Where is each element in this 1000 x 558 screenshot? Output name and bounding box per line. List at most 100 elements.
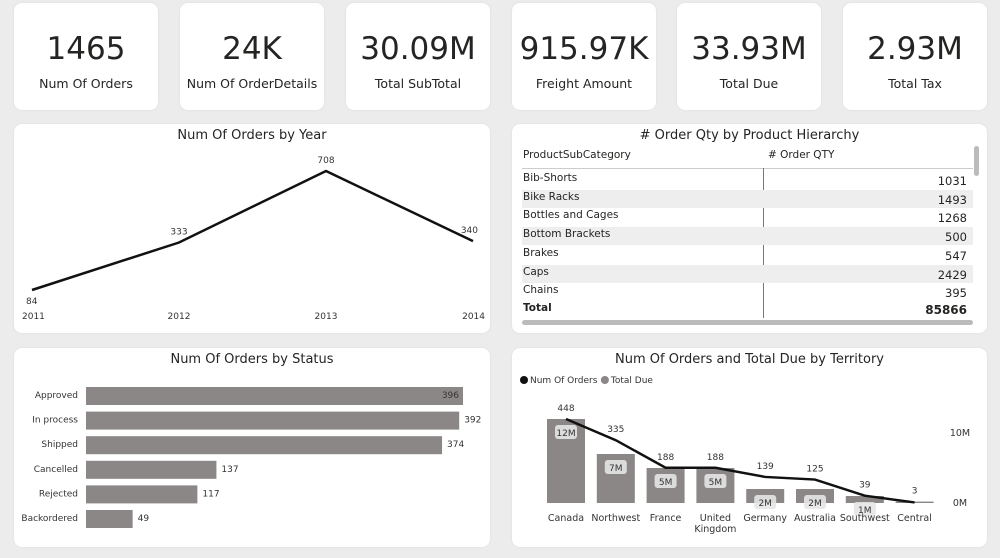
bar xyxy=(86,460,217,479)
line-chart-panel: Num Of Orders by Year 84 2011 333 2012 708 201… xyxy=(14,124,490,333)
table-total: Total xyxy=(523,302,552,314)
x-tick-label: Australia xyxy=(793,513,837,524)
kpi-value: 33.93M xyxy=(691,31,807,67)
x-tick-label: Northwest xyxy=(591,513,641,524)
table-cell: Bib-Shorts xyxy=(523,172,578,184)
x-tick-label: 2012 xyxy=(168,312,191,322)
kpi-value: 30.09M xyxy=(360,31,476,67)
x-tick-label: Central xyxy=(897,513,932,524)
bar xyxy=(86,485,198,504)
label-box xyxy=(704,474,727,488)
y-tick-label: In process xyxy=(32,416,78,426)
line xyxy=(31,169,474,292)
kpi-label: Total Due xyxy=(719,76,779,91)
label-box xyxy=(604,460,627,474)
data-label: 708 xyxy=(317,156,334,166)
label-box xyxy=(654,474,677,488)
data-label: 333 xyxy=(170,228,187,238)
data-label: 448 xyxy=(557,404,574,414)
bar xyxy=(86,510,133,528)
row-band xyxy=(522,264,973,283)
data-label: 3 xyxy=(912,487,918,497)
divider xyxy=(522,168,973,169)
data-label: 137 xyxy=(221,465,238,475)
y-tick-label: Approved xyxy=(35,391,78,401)
scrollbar xyxy=(974,146,979,176)
data-label: 2M xyxy=(758,499,772,509)
data-label: 188 xyxy=(707,453,724,463)
chart-title: Num Of Orders by Status xyxy=(170,352,334,367)
kpi-label: Num Of OrderDetails xyxy=(186,76,318,91)
data-label: 335 xyxy=(607,425,624,435)
table-title: # Order Qty by Product Hierarchy xyxy=(639,128,860,143)
x-tick-label: 2013 xyxy=(315,312,338,322)
bar xyxy=(86,411,460,430)
label-box xyxy=(853,502,876,516)
chart-svg: Num Of Orders Total Due 0M 10M 448 335 188 188 1… xyxy=(520,376,970,516)
chart-title: Num Of Orders by Year xyxy=(177,128,327,143)
table-panel: # Order Qty by Product Hierarchy ProductS… xyxy=(512,124,987,333)
table-cell: 547 xyxy=(945,248,967,263)
table-cell: Bike Racks xyxy=(523,190,580,203)
data-label: 5M xyxy=(709,478,723,488)
row-band xyxy=(522,189,973,208)
bar xyxy=(86,436,443,455)
legend-marker xyxy=(520,376,528,384)
table-cell: 1268 xyxy=(937,211,967,226)
kpi-value: 1465 xyxy=(46,31,126,67)
kpi-card: 33.93M Total Due xyxy=(677,3,821,110)
y-tick-label: Backordered xyxy=(21,514,78,524)
x-tick-label: 2014 xyxy=(462,312,485,322)
bar xyxy=(86,387,463,405)
kpi-card: 30.09M Total SubTotal xyxy=(346,3,490,110)
kpi-card: 1465 Num Of Orders xyxy=(14,3,158,110)
table-header: ProductSubCategory xyxy=(523,149,631,161)
row-band xyxy=(522,227,973,246)
x-tick-label: Southwest xyxy=(839,513,890,524)
x-tick-label: France xyxy=(649,513,682,524)
x-tick-label: 2011 xyxy=(22,312,45,322)
legend-marker xyxy=(600,376,609,384)
combo-chart-panel: Num Of Orders and Total Due by Territory… xyxy=(512,348,987,547)
table-cell: 1031 xyxy=(937,174,967,188)
data-label: 117 xyxy=(202,489,219,499)
kpi-card: 915.97K Freight Amount xyxy=(512,3,656,110)
x-tick-label: Canada xyxy=(547,513,585,524)
x-tick-label: United Kingdom xyxy=(694,513,737,535)
label-box xyxy=(804,495,826,509)
kpi-label: Total SubTotal xyxy=(374,76,462,91)
data-label: 1M xyxy=(858,506,872,516)
kpi-value: 915.97K xyxy=(519,31,649,67)
data-label: 2M xyxy=(808,499,822,509)
data-label: 392 xyxy=(464,416,481,426)
table-cell: 395 xyxy=(945,286,967,301)
data-label: 139 xyxy=(757,462,774,472)
y-tick-label: Cancelled xyxy=(34,465,78,475)
data-label: 7M xyxy=(609,464,623,474)
y-tick-label: Shipped xyxy=(41,440,78,450)
x-tick-label: Germany xyxy=(743,513,788,524)
table-cell: 500 xyxy=(945,230,967,245)
y-tick-label: Rejected xyxy=(39,489,78,499)
data-label: 5M xyxy=(659,478,673,488)
chart-svg: 84 2011 333 2012 708 2013 340 2014 xyxy=(22,156,485,322)
kpi-label: Num Of Orders xyxy=(39,76,133,91)
table-cell: Brakes xyxy=(523,246,559,259)
data-label: 12M xyxy=(556,429,575,439)
table-cell: Bottom Brackets xyxy=(523,228,611,241)
kpi-label: Freight Amount xyxy=(535,76,633,91)
table-total: 85866 xyxy=(925,303,967,317)
data-label: 125 xyxy=(806,465,823,475)
data-label: 374 xyxy=(447,440,464,450)
label-box xyxy=(555,425,577,439)
data-label: 396 xyxy=(442,391,459,401)
scrollbar-h xyxy=(522,320,973,325)
chart-svg: Approved 396 In process 392 Shipped 374 Cancel… xyxy=(21,387,481,528)
line xyxy=(565,417,915,504)
bar-chart-panel: Num Of Orders by Status Approved 396 In pro… xyxy=(14,348,490,547)
kpi-card: 24K Num Of OrderDetails xyxy=(180,3,324,110)
data-label: 340 xyxy=(461,226,478,236)
chart-title: Num Of Orders and Total Due by Territory xyxy=(615,352,884,367)
table-cell: 2429 xyxy=(937,267,967,282)
